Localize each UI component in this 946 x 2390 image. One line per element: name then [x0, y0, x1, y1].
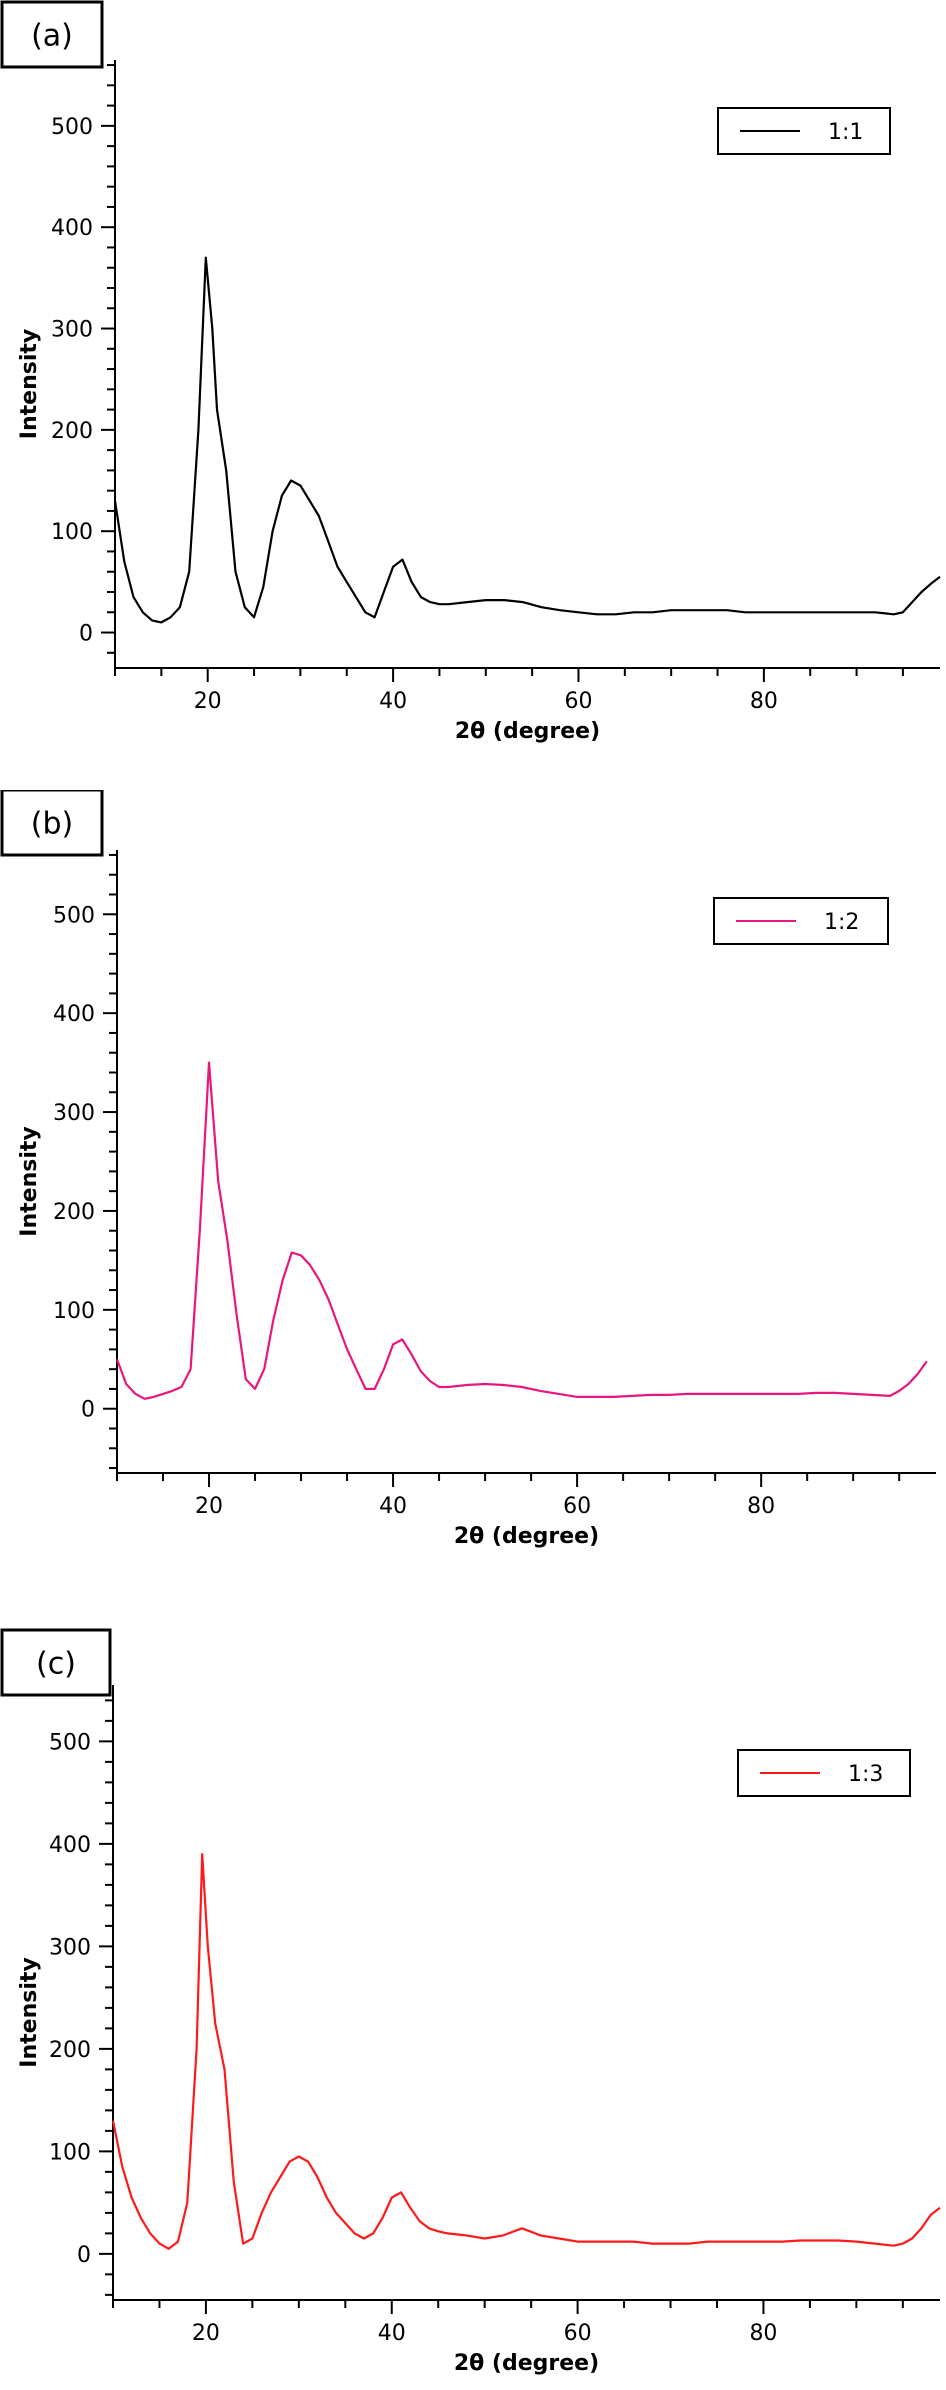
- panel-tag-c: (c): [36, 1647, 76, 1682]
- y-axis-title: Intensity: [17, 1126, 42, 1236]
- y-tick-label: 200: [49, 2038, 91, 2063]
- y-tick-label: 0: [81, 1398, 95, 1423]
- panel-tag-box: [0, 790, 104, 857]
- y-tick-label: 300: [53, 1101, 95, 1126]
- chart-svg-a: 0 100 200 300 400 500 20 40 60 80 2θ (degree) Inten…: [0, 0, 941, 744]
- series-line-c: [111, 1853, 941, 2250]
- x-tick-label: 80: [747, 1494, 775, 1519]
- series-line-a: [113, 256, 941, 624]
- y-tick-label: 100: [49, 2140, 91, 2165]
- y-tick-label: 300: [51, 318, 93, 343]
- x-axis-title: 2θ (degree): [454, 2351, 599, 2376]
- y-axis-title: Intensity: [17, 1957, 42, 2067]
- chart-panel-c: 0 100 200 300 400 500 20 40 60 80 2θ (degree) Inten…: [0, 1610, 946, 2390]
- x-tick-label: 40: [379, 689, 407, 714]
- y-tick-label: 100: [53, 1299, 95, 1324]
- chart-svg-c: 0 100 200 300 400 500 20 40 60 80 2θ (degree) Inten…: [0, 1628, 941, 2376]
- x-axis-title: 2θ (degree): [455, 719, 600, 744]
- y-tick-label: 500: [49, 1730, 91, 1755]
- x-tick-label: 60: [563, 1494, 591, 1519]
- panel-tag-box: [0, 1628, 112, 1697]
- panel-tag-box: [0, 0, 104, 69]
- legend-label: 1:3: [848, 1762, 883, 1787]
- y-tick-label: 500: [51, 115, 93, 140]
- chart-panel-a: 0 100 200 300 400 500 20 40 60 80 2θ (degree) Inten…: [0, 0, 946, 780]
- y-axis-title: Intensity: [17, 329, 42, 439]
- y-tick-label: 400: [49, 1833, 91, 1858]
- y-tick-label: 500: [53, 903, 95, 928]
- x-tick-label: 40: [379, 1494, 407, 1519]
- y-tick-label: 200: [51, 419, 93, 444]
- x-tick-label: 20: [192, 2321, 220, 2346]
- x-tick-label: 20: [194, 689, 222, 714]
- y-tick-label: 0: [79, 622, 93, 647]
- y-tick-label: 400: [51, 216, 93, 241]
- x-tick-label: 80: [749, 2321, 777, 2346]
- y-tick-label: 200: [53, 1200, 95, 1225]
- y-tick-label: 300: [49, 1935, 91, 1960]
- y-tick-label: 0: [77, 2243, 91, 2268]
- x-tick-label: 40: [378, 2321, 406, 2346]
- chart-svg-b: 0 100 200 300 400 500 20 40 60 80 2θ (degree) Inten…: [0, 790, 936, 1549]
- panel-tag-a: (a): [31, 19, 73, 54]
- legend-label: 1:2: [824, 910, 859, 935]
- legend-label: 1:1: [828, 120, 863, 145]
- x-tick-label: 20: [195, 1494, 223, 1519]
- panel-tag-b: (b): [31, 807, 73, 842]
- series-line-b: [115, 1061, 928, 1400]
- chart-panel-b: 0 100 200 300 400 500 20 40 60 80 2θ (degree) Inten…: [0, 790, 946, 1580]
- x-tick-label: 60: [564, 2321, 592, 2346]
- y-tick-label: 100: [51, 520, 93, 545]
- x-tick-label: 80: [750, 689, 778, 714]
- x-axis-title: 2θ (degree): [454, 1524, 599, 1549]
- x-tick-label: 60: [564, 689, 592, 714]
- y-tick-label: 400: [53, 1002, 95, 1027]
